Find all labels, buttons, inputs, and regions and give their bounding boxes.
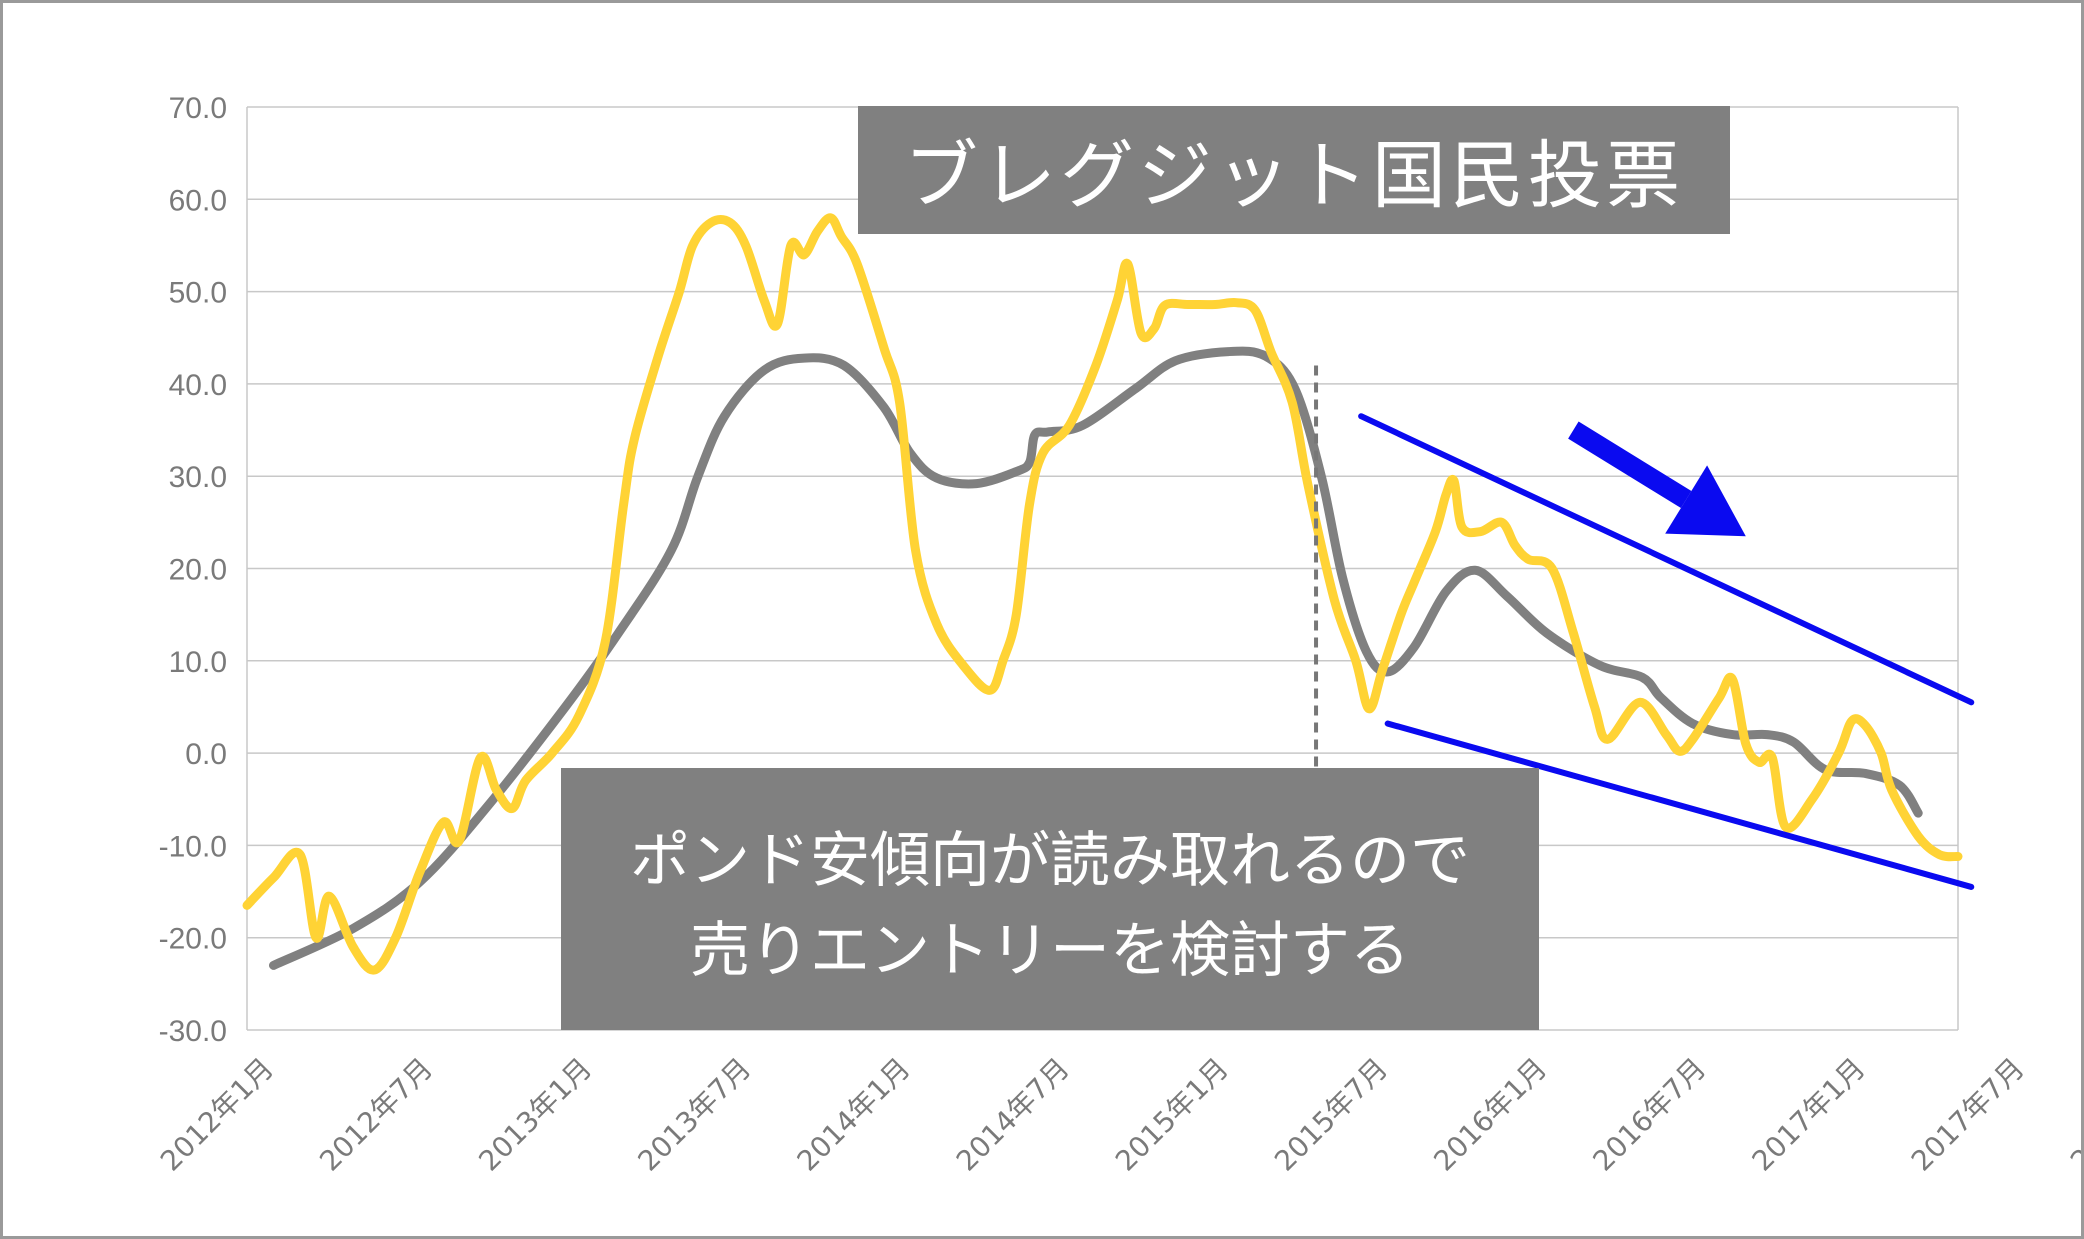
y-tick-label: 70.0: [169, 92, 227, 125]
gridlines: [246, 106, 1959, 1031]
x-tick-label: 2012年7月: [313, 1052, 439, 1178]
x-tick-label: 2017年1月: [1746, 1052, 1872, 1178]
comment-text-line: ポンド安傾向が読み取れるので: [630, 826, 1470, 896]
y-tick-label: 60.0: [169, 184, 227, 217]
x-tick-label: 2013年7月: [632, 1052, 758, 1178]
y-tick-label: 10.0: [169, 646, 227, 679]
y-tick-label: -30.0: [159, 1015, 227, 1048]
downtrend-arrow-head: [1665, 465, 1746, 537]
x-tick-label: 2014年1月: [791, 1052, 917, 1178]
x-tick-label: 2016年7月: [1586, 1052, 1712, 1178]
x-tick-label: 2014年7月: [950, 1052, 1076, 1178]
x-tick-label: 2015年7月: [1268, 1052, 1394, 1178]
x-axis-ticks: 2012年1月 2012年7月 2013年1月 2013年7月 2014年1月 2014年…: [154, 1052, 2081, 1178]
x-tick-label: 2018年1月: [2064, 1052, 2081, 1178]
y-tick-label: 20.0: [169, 554, 227, 587]
brexit-label-text: ブレグジット国民投票: [904, 133, 1684, 219]
y-tick-label: 30.0: [169, 461, 227, 494]
y-tick-label: -20.0: [159, 923, 227, 956]
downtrend-arrow-shaft: [1568, 421, 1692, 509]
series-line-yellow: [242, 213, 1963, 975]
line-chart: 70.0 60.0 50.0 40.0 30.0 20.0 10.0 0.0 -10.0 -20.…: [154, 92, 2081, 1178]
y-axis-ticks: 70.0 60.0 50.0 40.0 30.0 20.0 10.0 0.0 -10.0 -20.…: [159, 92, 227, 1048]
x-tick-label: 2016年1月: [1427, 1052, 1553, 1178]
comment-box: [561, 768, 1539, 1030]
trend-channel-line: [1358, 413, 1975, 706]
y-tick-label: 0.0: [185, 738, 227, 771]
brexit-label-box: [858, 106, 1730, 234]
x-tick-label: 2012年1月: [154, 1052, 280, 1178]
x-tick-label: 2017年7月: [1905, 1052, 2031, 1178]
x-tick-label: 2015年1月: [1109, 1052, 1235, 1178]
y-tick-label: -10.0: [159, 830, 227, 863]
trend-channel-line: [1384, 720, 1975, 890]
series-lines: [242, 213, 1963, 975]
x-tick-label: 2013年1月: [472, 1052, 598, 1178]
comment-text-line: 売りエントリーを検討する: [690, 916, 1410, 986]
y-tick-label: 50.0: [169, 277, 227, 310]
series-line-gray: [269, 346, 1923, 970]
y-tick-label: 40.0: [169, 369, 227, 402]
